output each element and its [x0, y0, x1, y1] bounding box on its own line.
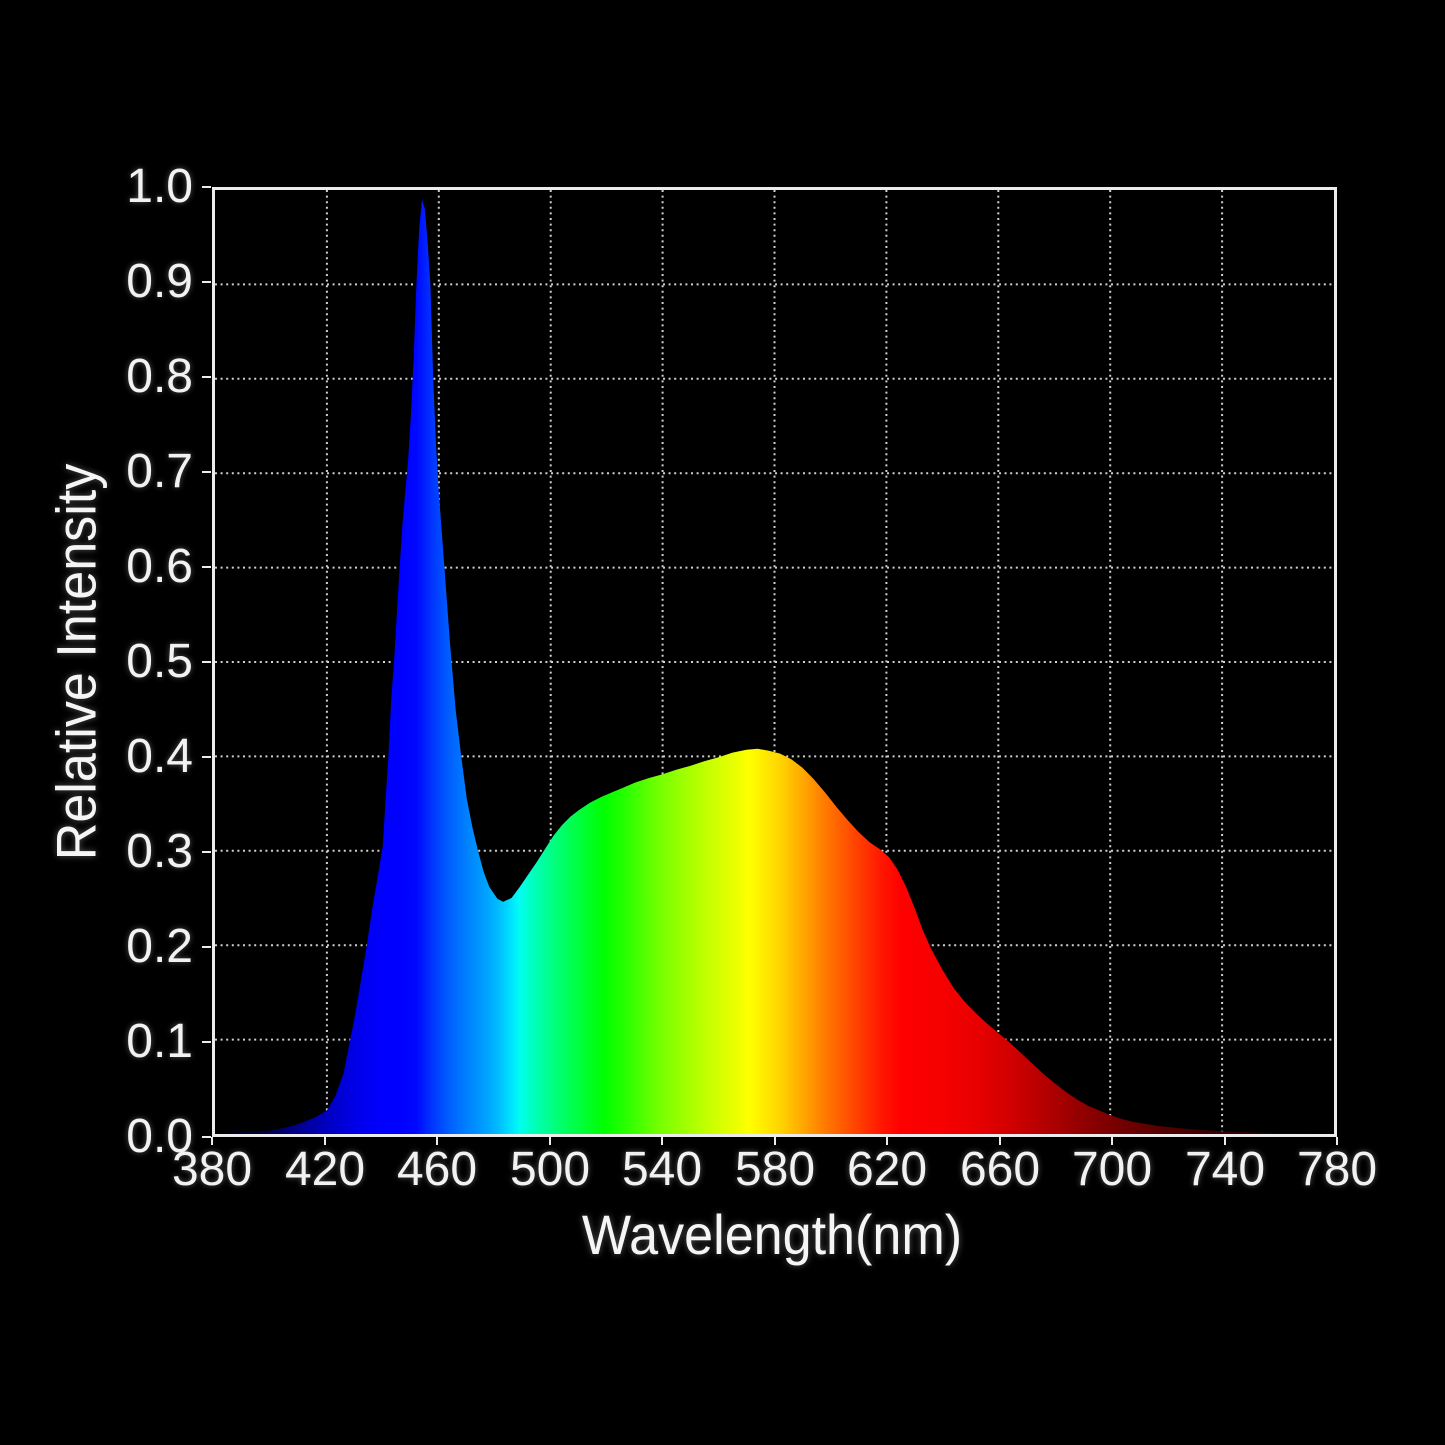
x-tick-mark: [999, 1137, 1001, 1145]
x-tick-mark: [774, 1137, 776, 1145]
y-tick-label: 0.7: [126, 445, 193, 498]
y-tick-mark: [202, 471, 211, 473]
x-tick-label: 620: [846, 1143, 928, 1196]
y-tick-label: 0.2: [126, 920, 193, 973]
x-axis-title: Wavelength(nm): [581, 1203, 963, 1266]
x-tick-label: 420: [284, 1143, 366, 1196]
y-tick-mark: [202, 851, 211, 853]
y-tick-label: 0.1: [126, 1015, 193, 1068]
y-tick-mark: [202, 946, 211, 948]
spectrum-svg: [215, 190, 1334, 1134]
y-tick-mark: [202, 1136, 211, 1138]
y-tick-mark: [202, 756, 211, 758]
x-tick-mark: [436, 1137, 438, 1145]
x-tick-mark: [324, 1137, 326, 1145]
x-tick-mark: [661, 1137, 663, 1145]
x-tick-label: 660: [959, 1143, 1041, 1196]
y-tick-label: 0.5: [126, 635, 193, 688]
x-tick-label: 500: [509, 1143, 591, 1196]
x-tick-label: 700: [1071, 1143, 1153, 1196]
x-tick-label: 580: [734, 1143, 816, 1196]
y-tick-label: 0.9: [126, 255, 193, 308]
x-tick-label: 780: [1296, 1143, 1378, 1196]
y-tick-label: 0.3: [126, 825, 193, 878]
y-tick-label: 0.6: [126, 540, 193, 593]
y-tick-mark: [202, 566, 211, 568]
y-tick-mark: [202, 186, 211, 188]
x-tick-mark: [886, 1137, 888, 1145]
y-tick-label: 0.8: [126, 350, 193, 403]
x-tick-label: 380: [171, 1143, 253, 1196]
x-tick-mark: [1224, 1137, 1226, 1145]
y-tick-label: 0.4: [126, 730, 193, 783]
x-tick-mark: [549, 1137, 551, 1145]
y-tick-mark: [202, 281, 211, 283]
x-tick-label: 460: [396, 1143, 478, 1196]
x-tick-label: 740: [1184, 1143, 1266, 1196]
x-tick-label: 540: [621, 1143, 703, 1196]
y-tick-label: 1.0: [126, 160, 193, 213]
y-tick-mark: [202, 661, 211, 663]
x-tick-mark: [1111, 1137, 1113, 1145]
x-tick-mark: [211, 1137, 213, 1145]
y-tick-mark: [202, 376, 211, 378]
spectrum-area: [215, 199, 1334, 1134]
y-tick-label: 0.0: [126, 1110, 193, 1163]
y-tick-mark: [202, 1041, 211, 1043]
plot-area: [212, 187, 1337, 1137]
x-tick-mark: [1336, 1137, 1338, 1145]
